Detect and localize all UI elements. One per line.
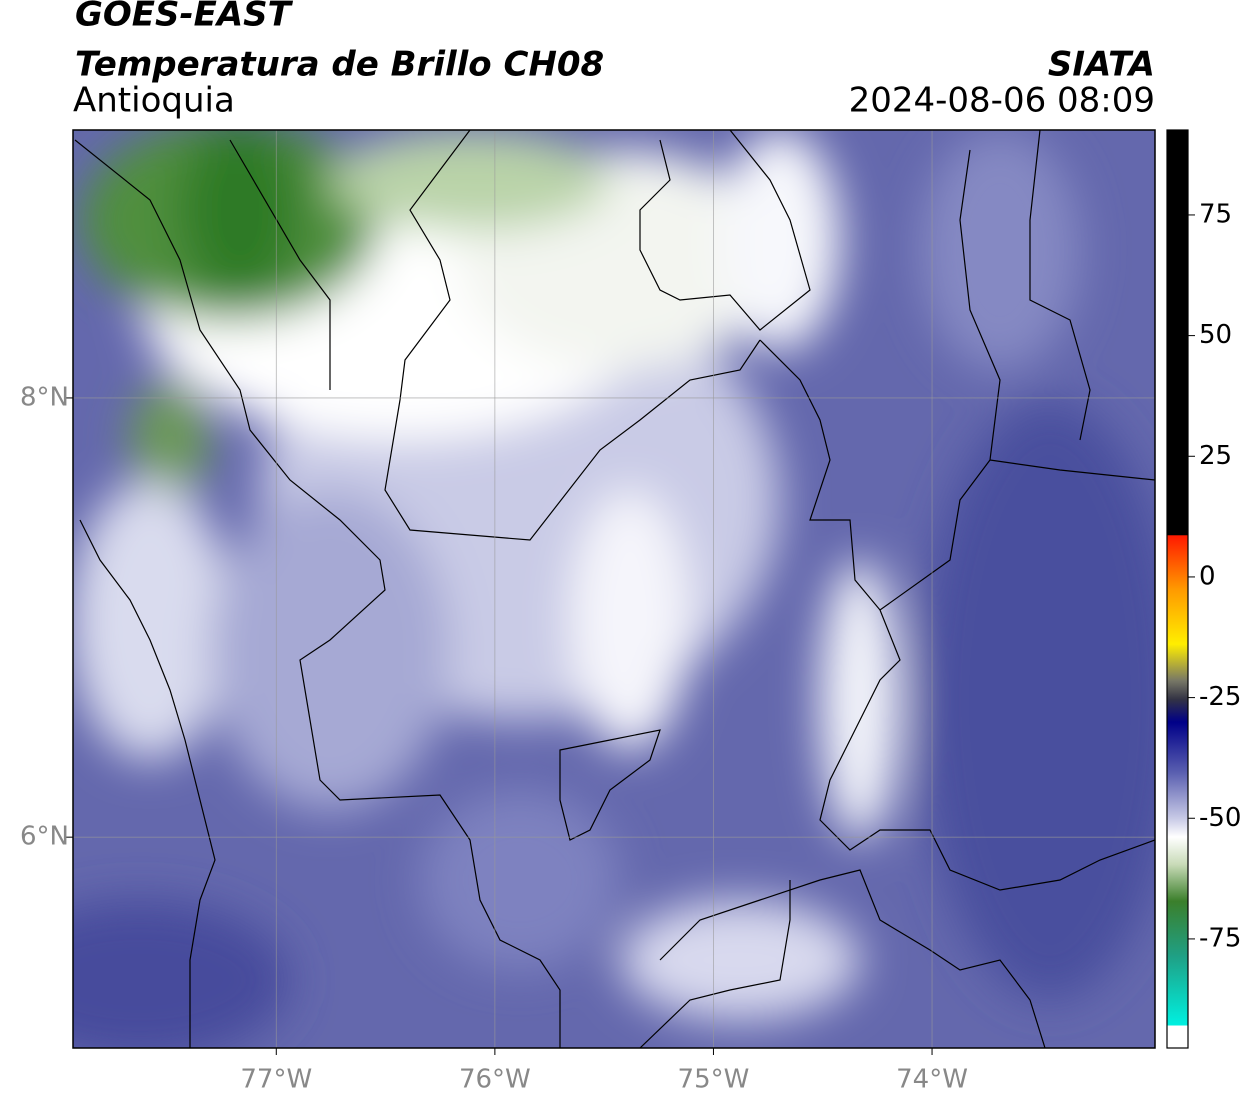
x-tick-label: 75°W — [678, 1065, 750, 1095]
y-tick-label: 6°N — [20, 822, 69, 852]
x-tick-label: 77°W — [240, 1065, 312, 1095]
colorbar-tick-label: 50 — [1199, 320, 1232, 350]
region: Antioquia — [73, 81, 235, 121]
x-tick-label: 74°W — [896, 1065, 968, 1095]
y-tick-label: 8°N — [20, 382, 69, 412]
satellite-image — [73, 130, 1155, 1048]
subtitle: Temperatura de Brillo CH08 — [75, 45, 604, 85]
colorbar — [1166, 129, 1189, 1049]
datetime: 2024-08-06 08:09 — [849, 81, 1155, 121]
colorbar-tick-label: -25 — [1199, 682, 1241, 712]
colorbar-tick-label: -75 — [1199, 923, 1241, 953]
title: GOES-EAST — [75, 0, 294, 35]
colorbar-tick-label: 75 — [1199, 199, 1232, 229]
colorbar-tick-label: 25 — [1199, 441, 1232, 471]
x-tick-label: 76°W — [459, 1065, 531, 1095]
colorbar-tick-label: -50 — [1199, 803, 1241, 833]
source: SIATA — [1048, 45, 1155, 85]
map-frame — [72, 129, 1156, 1049]
colorbar-tick-label: 0 — [1199, 561, 1216, 591]
